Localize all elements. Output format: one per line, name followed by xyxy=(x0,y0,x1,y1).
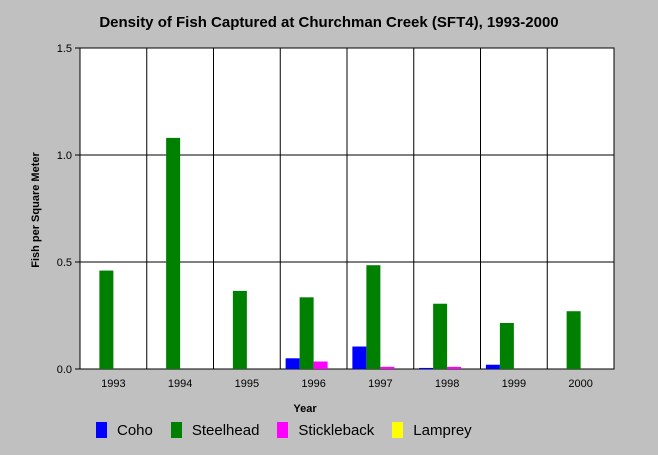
bar-coho-1996 xyxy=(285,358,300,369)
legend-item-steelhead: Steelhead xyxy=(170,421,260,439)
y-tick-label: 1.5 xyxy=(57,43,72,55)
y-axis-label: Fish per Square Meter xyxy=(30,152,42,268)
x-tick-label: 1994 xyxy=(168,378,192,390)
x-tick-label: 1998 xyxy=(435,378,459,390)
legend-item-lamprey: Lamprey xyxy=(392,421,472,439)
bar-stickleback-1998 xyxy=(447,366,462,369)
legend-label: Coho xyxy=(117,421,153,439)
legend-swatch xyxy=(96,422,107,438)
bar-steelhead-1994 xyxy=(166,137,181,369)
x-tick-label: 2000 xyxy=(568,378,592,390)
bar-coho-1997 xyxy=(352,346,367,369)
x-tick-label: 1996 xyxy=(301,378,325,390)
x-tick-label: 1993 xyxy=(101,378,125,390)
x-tick-label: 1999 xyxy=(502,378,526,390)
legend-swatch xyxy=(392,422,404,438)
bar-steelhead-1999 xyxy=(499,322,514,369)
bar-stickleback-1996 xyxy=(313,361,328,369)
chart-title: Density of Fish Captured at Churchman Cr… xyxy=(99,14,559,31)
legend-item-coho: Coho xyxy=(96,422,153,439)
y-tick-label: 0.5 xyxy=(57,257,72,269)
legend-label: Steelhead xyxy=(191,421,260,439)
bar-steelhead-1995 xyxy=(232,290,247,369)
legend-item-stickleback: Stickleback xyxy=(277,422,374,439)
legend-label: Lamprey xyxy=(413,421,472,439)
legend-label: Stickleback xyxy=(298,421,375,439)
bar-steelhead-1998 xyxy=(433,303,448,369)
bar-coho-1998 xyxy=(419,367,434,369)
x-tick-label: 1997 xyxy=(368,378,392,390)
bar-coho-1999 xyxy=(485,364,500,369)
bar-steelhead-2000 xyxy=(566,311,581,369)
bar-steelhead-1997 xyxy=(366,265,381,369)
x-axis-label: Year xyxy=(293,403,317,415)
x-tick-label: 1995 xyxy=(235,378,259,390)
legend-swatch xyxy=(170,422,182,438)
bar-stickleback-1997 xyxy=(380,366,395,369)
y-tick-label: 0.0 xyxy=(57,364,72,376)
bar-steelhead-1996 xyxy=(299,297,314,369)
legend-swatch xyxy=(277,422,289,438)
legend: Coho Steelhead Stickleback Lamprey xyxy=(96,418,490,442)
plot-border xyxy=(79,47,615,370)
bar-steelhead-1993 xyxy=(99,270,114,369)
y-tick-label: 1.0 xyxy=(57,150,72,162)
